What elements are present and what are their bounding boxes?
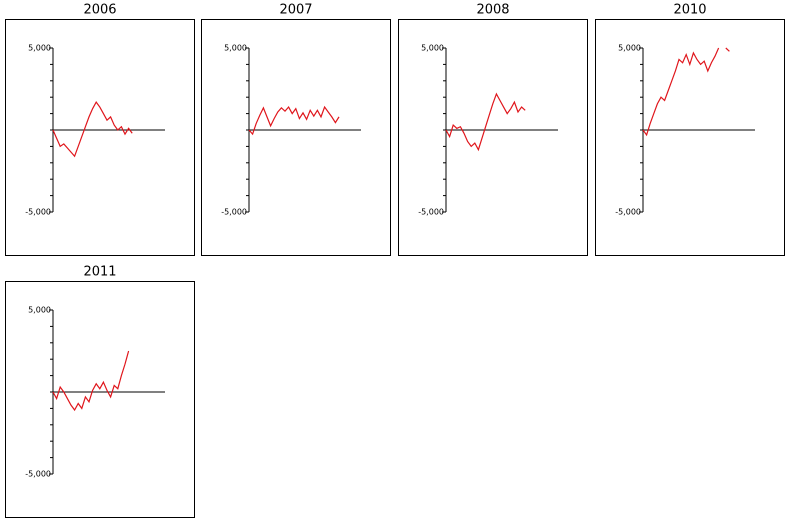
panel: 2006 -5,000 5,000 (5, 3, 195, 256)
y-tick-label: -5,000 (221, 208, 247, 217)
y-tick-label: -5,000 (615, 208, 641, 217)
panel-title: 2008 (476, 3, 509, 18)
series-line (248, 105, 340, 136)
y-tick-label: 5,000 (224, 44, 247, 53)
y-tick-label: 5,000 (421, 44, 444, 53)
series-line (52, 350, 130, 412)
panel-title: 2011 (83, 265, 116, 280)
y-tick-label: -5,000 (418, 208, 444, 217)
frame (398, 19, 588, 256)
series-line (445, 92, 526, 152)
series-line (642, 47, 730, 137)
frame (201, 19, 391, 256)
frame (595, 19, 785, 256)
panel: 2010 -5,000 5,000 (595, 3, 785, 256)
panel: 2011 -5,000 5,000 (5, 265, 195, 518)
y-tick-label: 5,000 (28, 306, 51, 315)
panel: 2007 -5,000 5,000 (201, 3, 391, 256)
frame (5, 281, 195, 518)
series-line (52, 101, 133, 158)
panel-title: 2006 (83, 3, 116, 18)
y-tick-label: 5,000 (618, 44, 641, 53)
y-tick-label: -5,000 (25, 470, 51, 479)
panel-title: 2010 (673, 3, 706, 18)
panel-title: 2007 (279, 3, 312, 18)
y-tick-label: 5,000 (28, 44, 51, 53)
y-tick-label: -5,000 (25, 208, 51, 217)
panel: 2008 -5,000 5,000 (398, 3, 588, 256)
frame (5, 19, 195, 256)
